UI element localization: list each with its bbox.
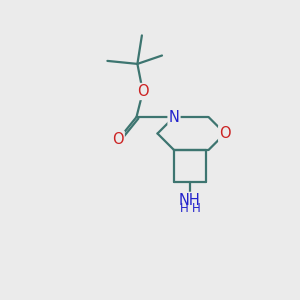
Text: O: O: [219, 126, 231, 141]
Text: H: H: [180, 202, 189, 215]
Text: O: O: [137, 84, 149, 99]
Text: O: O: [112, 132, 124, 147]
Text: NH: NH: [179, 193, 201, 208]
Text: N: N: [169, 110, 179, 124]
Text: H: H: [192, 202, 201, 215]
